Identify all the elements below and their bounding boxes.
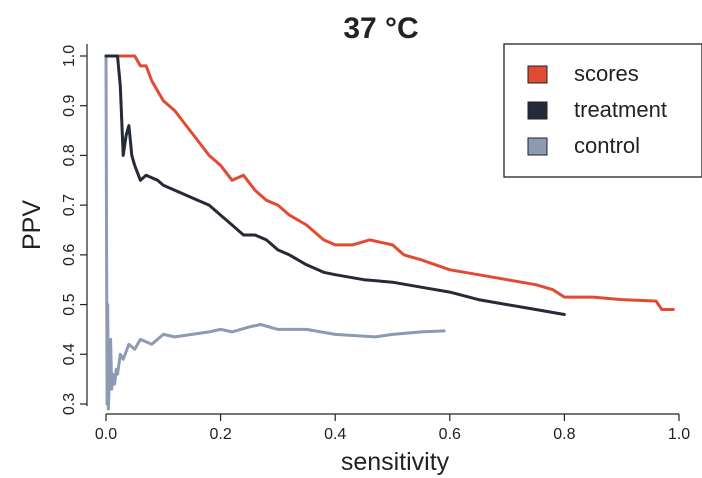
- y-axis-ticks: 0.3 0.4 0.5 0.6 0.7 0.8 0.9 1.0: [61, 45, 87, 415]
- series-line-treatment: [104, 54, 566, 316]
- legend-swatch-treatment: [527, 101, 548, 120]
- x-tick-label: 0.2: [209, 426, 231, 443]
- y-tick-label: 0.9: [61, 94, 78, 116]
- y-tick-label: 0.6: [61, 244, 78, 266]
- legend-swatch-scores: [527, 65, 548, 84]
- x-tick-label: 0.4: [324, 426, 346, 443]
- legend-items: scores treatment control: [527, 61, 667, 158]
- chart-title: 37 °C: [343, 12, 418, 45]
- y-tick-label: 0.8: [61, 144, 78, 166]
- y-tick-label: 1.0: [61, 45, 78, 67]
- series-line-control: [104, 54, 446, 411]
- x-axis-label: sensitivity: [341, 448, 450, 476]
- legend-label-control: control: [574, 133, 640, 158]
- legend-label-treatment: treatment: [574, 97, 667, 122]
- x-tick-label: 0.8: [553, 426, 575, 443]
- x-tick-label: 0.0: [95, 426, 117, 443]
- legend-swatch-control: [527, 137, 548, 156]
- x-tick-label: 0.6: [439, 426, 461, 443]
- x-tick-label: 1.0: [668, 426, 690, 443]
- series-lines: [104, 54, 675, 411]
- y-axis-label: PPV: [18, 200, 46, 250]
- x-axis-ticks: 0.0 0.2 0.4 0.6 0.8 1.0: [95, 414, 690, 443]
- y-tick-label: 0.4: [61, 343, 78, 365]
- legend-label-scores: scores: [574, 61, 639, 86]
- series-line-scores: [104, 54, 675, 311]
- y-tick-label: 0.5: [61, 293, 78, 315]
- y-tick-label: 0.7: [61, 194, 78, 216]
- legend: scores treatment control: [503, 43, 702, 178]
- y-tick-label: 0.3: [61, 393, 78, 415]
